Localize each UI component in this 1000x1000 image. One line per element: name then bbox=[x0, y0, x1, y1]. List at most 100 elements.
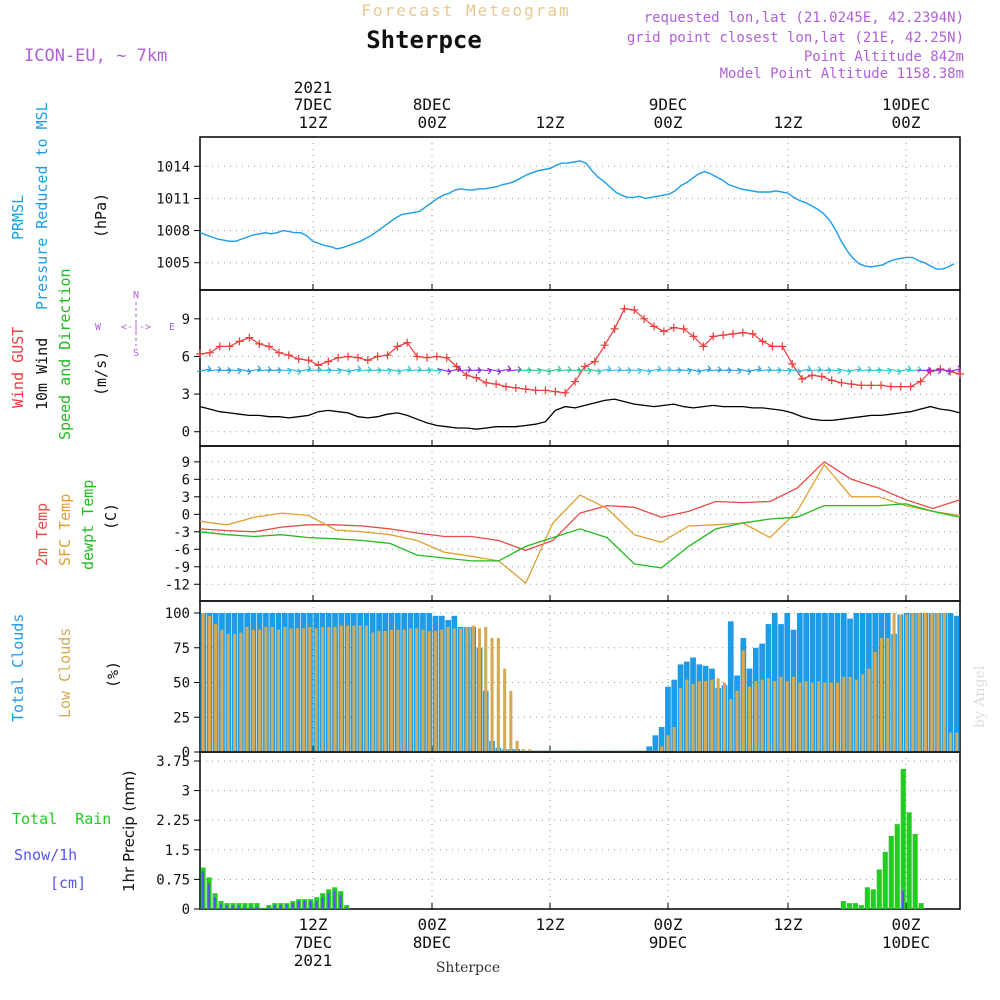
top-day-0: 7DEC bbox=[294, 95, 333, 114]
low-cloud-bar bbox=[214, 624, 218, 752]
t2m-label: 2m Temp bbox=[33, 503, 51, 566]
gust-marker bbox=[857, 381, 866, 390]
gust-marker bbox=[896, 382, 905, 391]
low-cloud-bar bbox=[722, 682, 726, 752]
precip-unit: 1hr Precip (mm) bbox=[120, 771, 138, 892]
low-cloud-bar bbox=[503, 668, 507, 752]
panel-wind: 0 3 6 9 bbox=[182, 289, 964, 447]
low-cloud-bar bbox=[496, 638, 500, 752]
low-cloud-bar bbox=[415, 628, 419, 752]
gust-marker bbox=[837, 378, 846, 387]
low-cloud-bar bbox=[773, 681, 777, 752]
low-cloud-bar bbox=[528, 749, 532, 752]
gust-marker bbox=[501, 382, 510, 391]
gust-marker bbox=[867, 381, 876, 390]
low-cloud-bar bbox=[898, 614, 902, 752]
snow-bar bbox=[237, 905, 240, 909]
pressure-unit: (hPa) bbox=[92, 193, 110, 238]
gust-marker bbox=[423, 353, 432, 362]
low-cloud-bar bbox=[390, 629, 394, 752]
ytick-label-precip-3: 2.25 bbox=[156, 813, 190, 829]
wind-speed-line bbox=[199, 398, 961, 430]
gust-marker bbox=[334, 353, 343, 362]
snow-bar bbox=[201, 871, 204, 909]
gust-marker bbox=[580, 362, 589, 371]
low-cloud-bar bbox=[245, 626, 249, 752]
gust-marker bbox=[590, 357, 599, 366]
low-cloud-bar bbox=[459, 628, 463, 752]
compass-west: W bbox=[95, 322, 102, 333]
dewpt-label: dewpt Temp bbox=[79, 480, 97, 570]
gust-marker bbox=[225, 342, 234, 351]
gust-marker bbox=[492, 380, 501, 389]
top-hour-3: 00Z bbox=[654, 113, 683, 132]
gust-marker bbox=[205, 348, 214, 357]
low-cloud-bar bbox=[729, 699, 733, 752]
low-cloud-bar bbox=[346, 625, 350, 752]
low-cloud-bar bbox=[685, 679, 689, 752]
snow-bar bbox=[303, 901, 306, 909]
low-cloud-bar bbox=[836, 682, 840, 752]
low-cloud-bar bbox=[785, 681, 789, 752]
requested-coords: requested lon,lat (21.0245E, 42.2394N) bbox=[644, 10, 964, 26]
low-cloud-bar bbox=[440, 629, 444, 752]
low-cloud-bar bbox=[892, 613, 896, 752]
low-cloud-bar bbox=[283, 626, 287, 752]
low-cloud-bar bbox=[264, 626, 268, 752]
rain-bar bbox=[870, 889, 876, 909]
ytick-label-precip-4: 3 bbox=[182, 784, 190, 800]
low-cloud-bar bbox=[760, 679, 764, 752]
temperature-labels: 2m Temp SFC Temp dewpt Temp (C) bbox=[33, 480, 120, 570]
low-cloud-bar bbox=[817, 681, 821, 752]
gust-marker bbox=[561, 388, 570, 397]
rain-bar bbox=[882, 851, 888, 909]
ytick-label-temperature-6: 6 bbox=[182, 472, 190, 488]
rain-bar bbox=[864, 887, 870, 909]
snow-unit: [cm] bbox=[50, 874, 86, 892]
gust-marker bbox=[827, 376, 836, 385]
ytick-label-temperature-3: -3 bbox=[173, 525, 190, 541]
cloud-labels: Total Clouds Low Clouds (%) bbox=[9, 614, 122, 722]
snow-bar bbox=[279, 905, 282, 909]
bottom-day-1: 8DEC bbox=[413, 933, 452, 952]
panel-pressure: 1005 1008 1011 1014 bbox=[156, 136, 961, 291]
low-cloud-bar bbox=[823, 682, 827, 752]
frame-pressure bbox=[199, 136, 961, 291]
low-cloud-bar bbox=[251, 629, 255, 752]
gust-marker bbox=[383, 351, 392, 360]
compass-north: N bbox=[133, 290, 139, 301]
snow-bar bbox=[219, 904, 222, 909]
gust-marker bbox=[393, 342, 402, 351]
low-cloud-bar bbox=[270, 626, 274, 752]
ytick-label-pressure-3: 1014 bbox=[156, 159, 190, 175]
rain-bar bbox=[894, 824, 900, 909]
gust-marker bbox=[847, 380, 856, 389]
gust-marker bbox=[748, 329, 757, 338]
rain-bar bbox=[900, 768, 906, 909]
low-cloud-bar bbox=[779, 676, 783, 752]
frame-precip bbox=[199, 751, 961, 910]
snow-bar bbox=[327, 893, 330, 909]
top-day-5: 10DEC bbox=[882, 95, 930, 114]
direction-label: Speed and Direction bbox=[56, 268, 74, 440]
low-cloud-bar bbox=[716, 678, 720, 752]
pressure-label-b: Pressure Reduced to MSL bbox=[33, 102, 51, 310]
ytick-label-pressure-1: 1008 bbox=[156, 224, 190, 240]
low-cloud-bar bbox=[289, 628, 293, 752]
low-cloud-bar bbox=[842, 676, 846, 752]
gust-marker bbox=[324, 357, 333, 366]
ytick-label-clouds-1: 25 bbox=[173, 710, 190, 726]
low-cloud-bar bbox=[452, 628, 456, 752]
gust-marker bbox=[699, 342, 708, 351]
bottom-hour-1: 00Z bbox=[418, 915, 447, 934]
low-cloud-bar bbox=[509, 690, 513, 752]
gust-marker bbox=[807, 371, 816, 380]
gust-label: Wind GUST bbox=[9, 327, 27, 408]
rain-bar bbox=[888, 836, 894, 909]
low-cloud-bar bbox=[697, 681, 701, 752]
top-hour-5: 00Z bbox=[892, 113, 921, 132]
snow-bar bbox=[255, 907, 258, 909]
low-cloud-bar bbox=[302, 628, 306, 752]
low-cloud-bar bbox=[515, 740, 519, 752]
